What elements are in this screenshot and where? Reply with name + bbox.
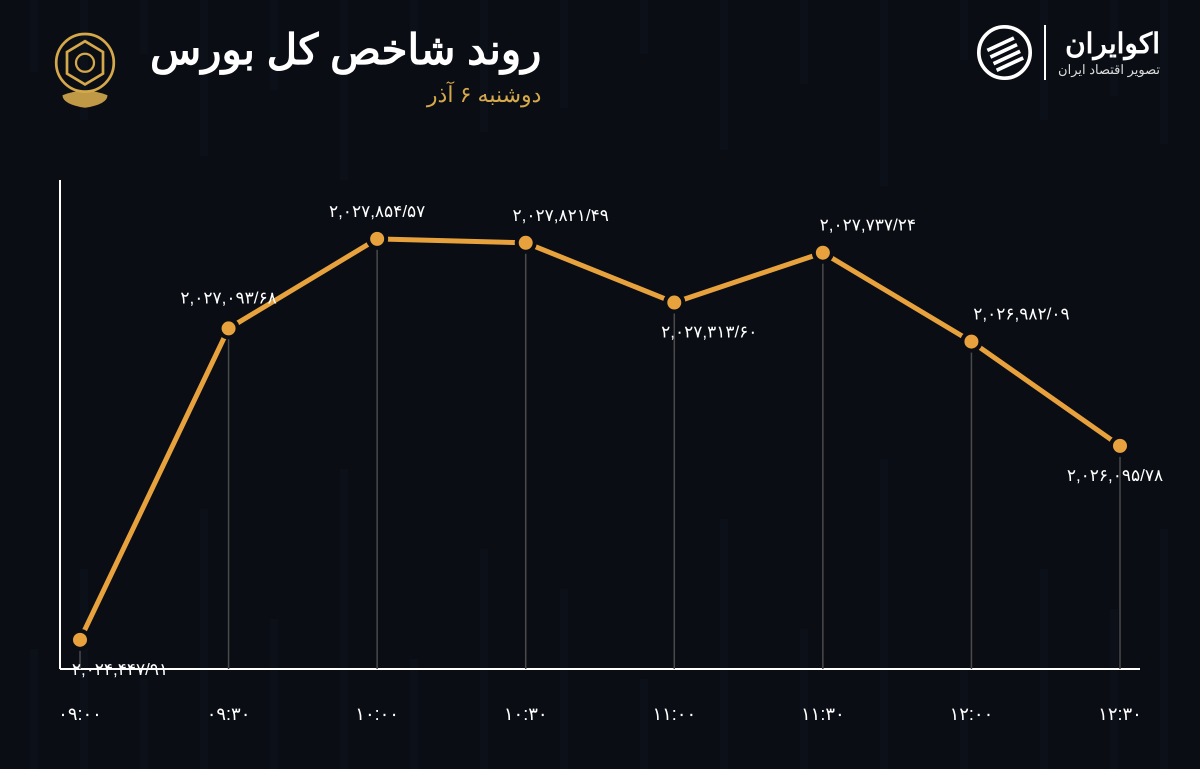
data-point-label: ۲,۰۲۷,۸۵۴/۵۷ (329, 202, 425, 221)
brand-logo-icon (977, 25, 1032, 80)
data-point-label: ۲,۰۲۶,۹۸۲/۰۹ (973, 305, 1069, 324)
data-point-label: ۲,۰۲۷,۳۱۳/۶۰ (661, 323, 757, 342)
chart-area: ۲,۰۲۴,۴۴۷/۹۱ ۲,۰۲۷,۰۹۳/۶۸ ۲,۰۲۷,۸۵۴/۵۷ ۲,۰۲… (60, 180, 1140, 689)
x-tick-label: ۰۹:۳۰ (207, 704, 251, 725)
header: اکوایران تصویر اقتصاد ایران روند شاخص کل… (40, 25, 1160, 115)
x-tick-label: ۱۲:۰۰ (950, 704, 994, 725)
x-tick-label: ۱۲:۳۰ (1098, 704, 1142, 725)
brand-name: اکوایران (1058, 27, 1160, 60)
data-point-label: ۲,۰۲۴,۴۴۷/۹۱ (72, 660, 168, 679)
brand-tagline: تصویر اقتصاد ایران (1058, 62, 1160, 78)
title-block: روند شاخص کل بورس دوشنبه ۶ آذر (40, 25, 541, 115)
data-point-label: ۲,۰۲۶,۰۹۵/۷۸ (1067, 466, 1163, 485)
chart-subtitle: دوشنبه ۶ آذر (150, 82, 541, 108)
data-point-label: ۲,۰۲۷,۸۲۱/۴۹ (513, 206, 609, 225)
x-tick-label: ۰۹:۰۰ (58, 704, 102, 725)
x-tick-label: ۱۱:۳۰ (801, 704, 845, 725)
x-tick-label: ۱۱:۰۰ (652, 704, 696, 725)
brand-divider (1044, 25, 1046, 80)
data-point-label: ۲,۰۲۷,۰۹۳/۶۸ (180, 288, 276, 307)
x-tick-label: ۱۰:۳۰ (504, 704, 548, 725)
exchange-emblem-icon (40, 25, 130, 115)
data-point-label: ۲,۰۲۷,۷۳۷/۲۴ (820, 216, 916, 235)
x-tick-label: ۱۰:۰۰ (355, 704, 399, 725)
x-axis: ۰۹:۰۰ ۰۹:۳۰ ۱۰:۰۰ ۱۰:۳۰ ۱۱:۰۰ ۱۱:۳۰ ۱۲:۰۰ ۱۲:۳۰ (60, 704, 1140, 734)
line-chart: ۲,۰۲۴,۴۴۷/۹۱ ۲,۰۲۷,۰۹۳/۶۸ ۲,۰۲۷,۸۵۴/۵۷ ۲,۰۲… (60, 180, 1140, 689)
chart-title: روند شاخص کل بورس (150, 25, 541, 74)
brand-block: اکوایران تصویر اقتصاد ایران (977, 25, 1160, 80)
